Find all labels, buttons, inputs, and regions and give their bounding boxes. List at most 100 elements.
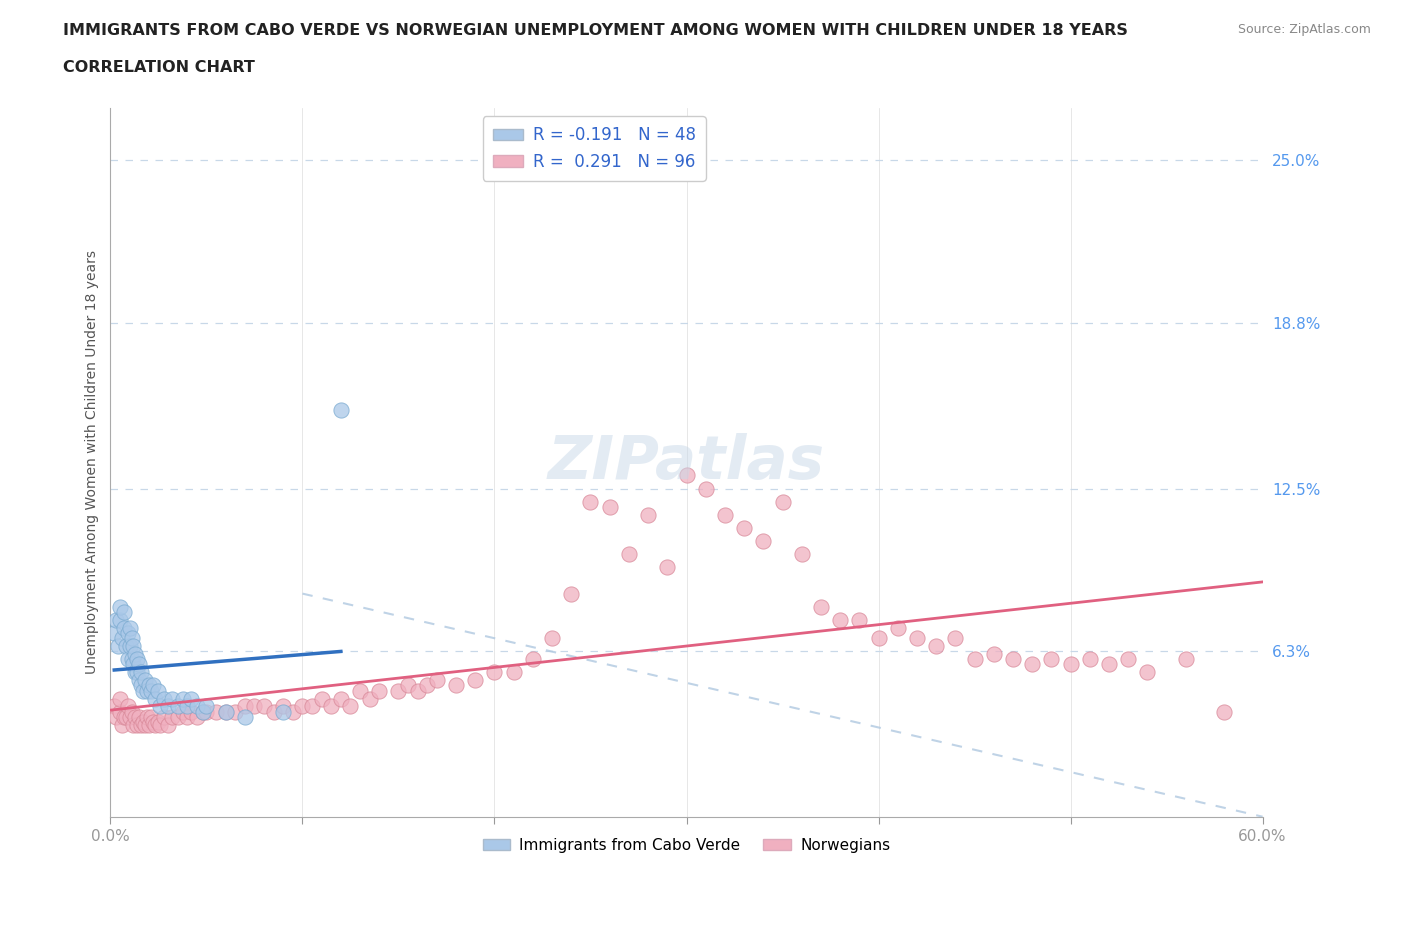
Point (124, 665, 146, 680)
Point (121, 631, 143, 645)
Point (406, 684, 429, 698)
Point (233, 710, 256, 724)
Point (1040, 652, 1063, 667)
Point (772, 494, 794, 509)
Point (157, 717, 180, 732)
Point (186, 699, 208, 714)
Point (114, 710, 136, 724)
Point (675, 468, 697, 483)
Point (176, 710, 198, 724)
Point (579, 494, 602, 509)
Point (329, 403, 352, 418)
Point (560, 586, 582, 601)
Point (105, 710, 128, 724)
Point (1021, 657, 1043, 671)
Point (121, 652, 143, 667)
Point (127, 717, 149, 732)
Point (1116, 652, 1139, 667)
Legend: Immigrants from Cabo Verde, Norwegians: Immigrants from Cabo Verde, Norwegians (477, 831, 897, 858)
Point (271, 699, 294, 714)
Point (117, 652, 139, 667)
Point (186, 710, 208, 724)
Point (263, 704, 285, 719)
Point (1078, 652, 1101, 667)
Point (138, 678, 160, 693)
Point (368, 684, 391, 698)
Point (121, 704, 143, 719)
Point (281, 704, 304, 719)
Point (301, 699, 323, 714)
Point (172, 691, 194, 706)
Point (233, 699, 256, 714)
Point (311, 691, 333, 706)
Point (502, 665, 524, 680)
Point (657, 560, 679, 575)
Point (127, 665, 149, 680)
Point (224, 704, 246, 719)
Point (103, 699, 125, 714)
Point (128, 710, 150, 724)
Point (166, 699, 188, 714)
Point (963, 652, 986, 667)
Point (176, 699, 198, 714)
Point (1136, 665, 1159, 680)
Point (112, 620, 135, 635)
Point (848, 613, 870, 628)
Point (108, 613, 131, 628)
Text: CORRELATION CHART: CORRELATION CHART (63, 60, 254, 75)
Point (153, 691, 176, 706)
Point (105, 613, 128, 628)
Point (139, 710, 162, 724)
Point (166, 710, 188, 724)
Point (129, 665, 152, 680)
Point (122, 717, 145, 732)
Point (810, 599, 832, 614)
Point (191, 704, 214, 719)
Point (291, 699, 314, 714)
Point (148, 715, 170, 730)
Point (157, 699, 180, 714)
Point (180, 691, 202, 706)
Point (122, 639, 145, 654)
Point (124, 646, 146, 661)
Point (135, 710, 157, 724)
Point (117, 699, 139, 714)
Point (752, 534, 775, 549)
Point (868, 631, 890, 645)
Point (112, 604, 135, 619)
Point (830, 613, 852, 628)
Text: ZIPatlas: ZIPatlas (548, 432, 825, 492)
Point (887, 620, 910, 635)
Point (142, 678, 165, 693)
Point (160, 710, 183, 724)
Point (153, 710, 176, 724)
Point (142, 715, 165, 730)
Point (464, 672, 486, 687)
Point (129, 717, 152, 732)
Point (108, 704, 131, 719)
Point (117, 626, 139, 641)
Point (387, 684, 409, 698)
Point (205, 704, 228, 719)
Point (191, 704, 214, 719)
Point (128, 672, 150, 687)
Point (484, 665, 506, 680)
Point (195, 699, 218, 714)
Text: IMMIGRANTS FROM CABO VERDE VS NORWEGIAN UNEMPLOYMENT AMONG WOMEN WITH CHILDREN U: IMMIGRANTS FROM CABO VERDE VS NORWEGIAN … (63, 23, 1128, 38)
Point (143, 717, 166, 732)
Point (790, 547, 813, 562)
Point (122, 657, 145, 671)
Point (139, 684, 162, 698)
Point (714, 508, 737, 523)
Point (359, 691, 381, 706)
Point (983, 646, 1005, 661)
Point (637, 508, 659, 523)
Point (108, 599, 131, 614)
Point (111, 717, 134, 732)
Point (349, 684, 371, 698)
Point (160, 691, 183, 706)
Point (172, 704, 194, 719)
Point (416, 678, 439, 693)
Point (143, 691, 166, 706)
Point (118, 639, 141, 654)
